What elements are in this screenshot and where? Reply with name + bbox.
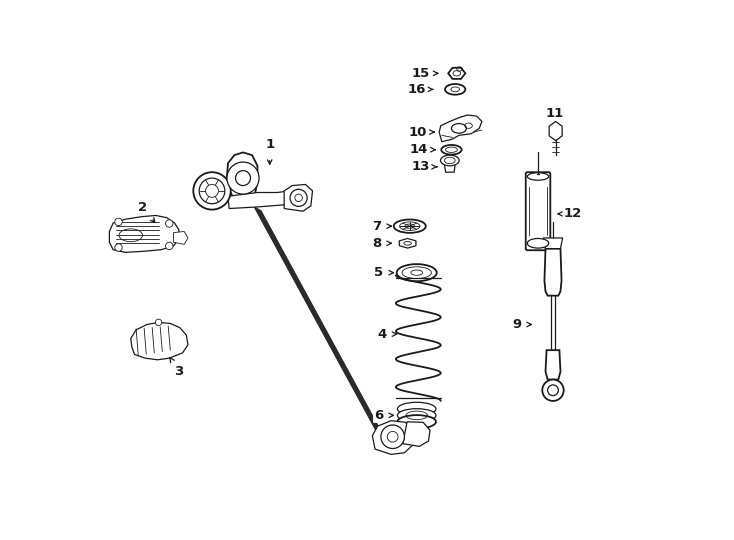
Polygon shape bbox=[545, 350, 561, 380]
Polygon shape bbox=[545, 248, 562, 296]
Polygon shape bbox=[543, 238, 562, 248]
Polygon shape bbox=[109, 215, 179, 252]
Ellipse shape bbox=[398, 409, 436, 422]
Circle shape bbox=[115, 244, 123, 251]
Circle shape bbox=[193, 172, 230, 210]
Text: 16: 16 bbox=[408, 83, 426, 96]
Circle shape bbox=[165, 242, 173, 249]
Text: 12: 12 bbox=[564, 207, 582, 220]
Text: 7: 7 bbox=[372, 220, 381, 233]
Polygon shape bbox=[445, 164, 455, 172]
Circle shape bbox=[165, 220, 173, 227]
Polygon shape bbox=[284, 185, 313, 211]
Text: 2: 2 bbox=[138, 201, 147, 214]
Text: 14: 14 bbox=[410, 143, 428, 156]
Polygon shape bbox=[227, 152, 258, 206]
Circle shape bbox=[542, 380, 564, 401]
FancyBboxPatch shape bbox=[526, 172, 550, 250]
Text: 5: 5 bbox=[374, 266, 383, 279]
Polygon shape bbox=[549, 122, 562, 140]
Polygon shape bbox=[439, 115, 482, 141]
Text: 15: 15 bbox=[411, 67, 429, 80]
Text: 3: 3 bbox=[174, 365, 184, 378]
Text: 8: 8 bbox=[372, 237, 381, 250]
Polygon shape bbox=[131, 322, 188, 360]
Text: 9: 9 bbox=[512, 318, 521, 331]
Text: 11: 11 bbox=[546, 107, 564, 120]
Polygon shape bbox=[399, 239, 416, 248]
Polygon shape bbox=[448, 68, 465, 79]
Ellipse shape bbox=[440, 155, 459, 166]
Ellipse shape bbox=[527, 173, 549, 180]
Circle shape bbox=[115, 218, 123, 226]
Polygon shape bbox=[173, 232, 188, 244]
Text: 1: 1 bbox=[265, 138, 275, 151]
Text: 10: 10 bbox=[409, 126, 427, 139]
Ellipse shape bbox=[398, 415, 436, 428]
Circle shape bbox=[381, 425, 404, 449]
Polygon shape bbox=[228, 191, 292, 208]
Polygon shape bbox=[403, 422, 430, 447]
Polygon shape bbox=[372, 421, 413, 454]
Text: 13: 13 bbox=[411, 160, 429, 173]
Circle shape bbox=[227, 162, 259, 194]
Ellipse shape bbox=[527, 239, 549, 248]
Text: 4: 4 bbox=[377, 328, 387, 341]
Ellipse shape bbox=[398, 402, 436, 416]
Circle shape bbox=[290, 190, 307, 206]
Circle shape bbox=[156, 319, 161, 326]
Text: 6: 6 bbox=[374, 409, 383, 422]
